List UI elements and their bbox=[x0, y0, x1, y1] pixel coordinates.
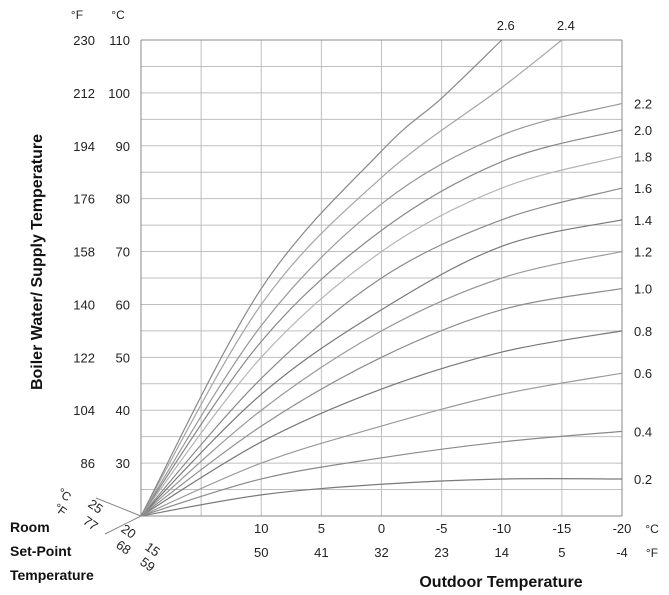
curve-label-2.6: 2.6 bbox=[497, 18, 515, 33]
curve-label-1.8: 1.8 bbox=[634, 149, 652, 164]
x-tick-f: 50 bbox=[254, 545, 268, 560]
curve-1.2 bbox=[140, 250, 623, 517]
curve-0.8 bbox=[140, 330, 623, 517]
y-tick-c: 90 bbox=[116, 139, 130, 154]
curve-label-0.6: 0.6 bbox=[634, 366, 652, 381]
y-tick-c: 70 bbox=[116, 245, 130, 260]
y-tick-f: 104 bbox=[73, 403, 95, 418]
y-tick-f: 86 bbox=[81, 456, 95, 471]
y-axis-title: Boiler Water/ Supply Temperature bbox=[29, 134, 46, 390]
plot-frame bbox=[95, 39, 623, 535]
y-tick-c: 110 bbox=[109, 33, 130, 48]
x-tick-f: -4 bbox=[616, 545, 628, 560]
curve-1.8 bbox=[140, 155, 623, 517]
curve-1.0 bbox=[140, 287, 623, 517]
room-tick-c: 15 bbox=[142, 539, 162, 560]
x-unit-c: °C bbox=[645, 522, 659, 536]
x-tick-c: 0 bbox=[378, 521, 385, 536]
curve-labels: 0.2 0.4 0.6 0.8 1.0 1.2 1.4 1.6 1.8 2.0 2.2 2.4 2.6 bbox=[497, 18, 652, 487]
curve-0.4 bbox=[140, 430, 623, 517]
y-tick-c: 60 bbox=[116, 297, 130, 312]
room-tick-f: 59 bbox=[137, 554, 157, 575]
curve-label-0.2: 0.2 bbox=[634, 472, 652, 487]
y-tick-f: 140 bbox=[73, 297, 95, 312]
heating-curves bbox=[140, 39, 623, 517]
curve-label-1.2: 1.2 bbox=[634, 245, 652, 260]
y-tick-f: 122 bbox=[73, 350, 95, 365]
curve-label-1.0: 1.0 bbox=[634, 282, 652, 297]
curve-label-0.8: 0.8 bbox=[634, 324, 652, 339]
curve-1.4 bbox=[140, 219, 623, 517]
curve-1.6 bbox=[140, 187, 623, 517]
y-tick-c: 30 bbox=[116, 456, 130, 471]
curve-label-1.4: 1.4 bbox=[634, 213, 652, 228]
x-tick-f: 14 bbox=[495, 545, 509, 560]
curve-label-2.4: 2.4 bbox=[557, 18, 575, 33]
x-unit-f: °F bbox=[646, 546, 658, 560]
y-tick-f: 230 bbox=[73, 33, 95, 48]
curve-label-2.2: 2.2 bbox=[634, 96, 652, 111]
x-tick-c: -5 bbox=[436, 521, 448, 536]
x-tick-f: 32 bbox=[374, 545, 388, 560]
x-axis-title: Outdoor Temperature bbox=[419, 574, 582, 591]
room-tick-c: 20 bbox=[118, 521, 138, 542]
y-tick-f: 176 bbox=[73, 192, 95, 207]
y-unit-c: °C bbox=[111, 8, 125, 22]
room-unit-f: °F bbox=[51, 501, 69, 519]
curve-0.2 bbox=[140, 477, 623, 517]
room-scale-line bbox=[95, 497, 142, 517]
x-tick-c: -15 bbox=[552, 521, 571, 536]
x-tick-c: -20 bbox=[613, 521, 632, 536]
y-tick-c: 80 bbox=[116, 192, 130, 207]
curve-label-0.4: 0.4 bbox=[634, 424, 652, 439]
x-tick-c: 10 bbox=[254, 521, 268, 536]
curve-0.6 bbox=[140, 372, 623, 517]
x-tick-f: 5 bbox=[558, 545, 565, 560]
room-label-line-1: Room bbox=[10, 519, 50, 535]
tick-labels: 1102301002129019480176701586014050122401… bbox=[51, 33, 631, 575]
curve-2.2 bbox=[140, 102, 623, 517]
room-scale-tick bbox=[104, 515, 142, 535]
room-label-line-2: Set-Point bbox=[10, 543, 72, 559]
curve-label-2.0: 2.0 bbox=[634, 123, 652, 138]
curve-label-1.6: 1.6 bbox=[634, 181, 652, 196]
y-tick-f: 194 bbox=[73, 139, 95, 154]
curve-2.4 bbox=[140, 39, 563, 517]
y-tick-c: 100 bbox=[108, 86, 130, 101]
room-label-line-3: Temperature bbox=[10, 567, 94, 583]
room-tick-f: 77 bbox=[80, 513, 100, 534]
x-tick-f: 41 bbox=[314, 545, 328, 560]
x-tick-c: -10 bbox=[492, 521, 511, 536]
curve-2.6 bbox=[140, 39, 503, 517]
x-tick-f: 23 bbox=[434, 545, 448, 560]
y-tick-c: 50 bbox=[116, 350, 130, 365]
y-tick-f: 212 bbox=[73, 86, 95, 101]
y-unit-f: °F bbox=[71, 8, 83, 22]
y-tick-f: 158 bbox=[73, 245, 95, 260]
room-tick-f: 68 bbox=[113, 537, 133, 558]
x-tick-c: 5 bbox=[318, 521, 325, 536]
room-tick-c: 25 bbox=[85, 496, 105, 517]
curve-2.0 bbox=[140, 129, 623, 517]
y-tick-c: 40 bbox=[116, 403, 130, 418]
